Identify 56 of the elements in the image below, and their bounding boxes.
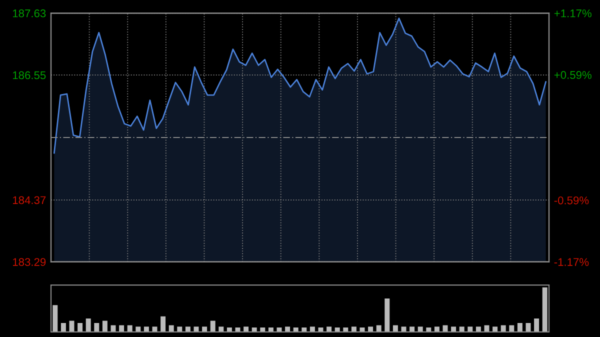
bar — [210, 320, 216, 332]
bar — [434, 326, 440, 332]
bar — [468, 326, 473, 332]
bar — [119, 325, 124, 332]
bar — [94, 323, 100, 332]
bar — [168, 325, 174, 332]
bar — [218, 326, 224, 332]
bar — [459, 326, 464, 332]
y-tick-label: 186.55 — [13, 71, 46, 80]
y-tick-label: 183.29 — [13, 258, 46, 266]
bar — [310, 326, 315, 332]
bar — [451, 326, 456, 332]
bar — [534, 318, 540, 332]
bar — [392, 325, 398, 332]
bar — [343, 327, 348, 332]
bar — [127, 325, 132, 332]
bar — [418, 326, 423, 332]
bar — [226, 327, 232, 332]
bar — [376, 325, 382, 332]
bar — [302, 327, 307, 332]
bar — [102, 320, 108, 332]
bar — [509, 325, 514, 332]
bar — [285, 326, 290, 332]
bar — [500, 325, 506, 332]
bar — [542, 287, 548, 332]
bar — [185, 326, 190, 332]
y-tick-label: 184.37 — [13, 196, 46, 204]
bar — [268, 327, 274, 332]
bar — [334, 327, 340, 332]
bar — [136, 326, 141, 332]
bar — [244, 326, 249, 332]
y2-tick-label: -0.59% — [554, 196, 589, 204]
bar — [368, 326, 374, 332]
bar — [351, 326, 356, 332]
bar — [177, 326, 182, 332]
bar — [202, 326, 208, 332]
bar — [160, 316, 166, 332]
y2-tick-label: +0.59% — [554, 71, 592, 79]
bar — [426, 327, 432, 332]
bar — [384, 298, 390, 332]
bar — [326, 326, 332, 332]
bar — [410, 326, 415, 332]
bar — [293, 327, 298, 332]
y2-tick-label: +1.17% — [554, 9, 592, 18]
bar — [144, 326, 149, 332]
bar — [78, 323, 83, 332]
bar — [517, 323, 522, 332]
y-tick-label: 187.63 — [13, 9, 46, 18]
y2-tick-label: -1.17% — [554, 258, 589, 266]
bar — [86, 318, 91, 332]
bar — [52, 305, 58, 332]
bar — [476, 326, 481, 332]
bar — [60, 323, 66, 332]
bar — [260, 327, 266, 332]
bar — [492, 326, 498, 332]
bar — [252, 327, 257, 332]
